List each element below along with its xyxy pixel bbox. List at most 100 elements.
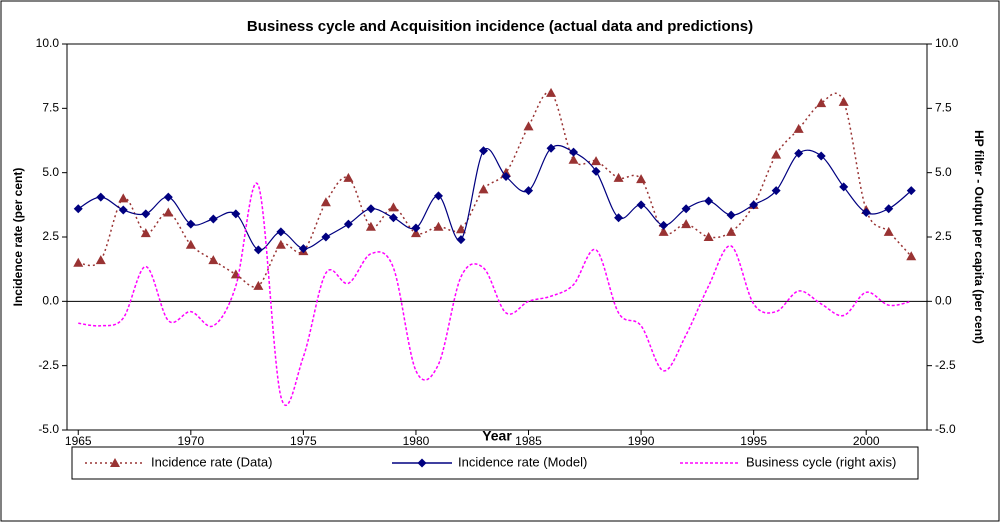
- point: [456, 235, 466, 245]
- point: [140, 228, 151, 238]
- y-tick-label: 7.5: [42, 101, 59, 115]
- y2-axis-label: HP filter - Output per capita (per cent): [972, 130, 986, 344]
- point: [118, 193, 129, 203]
- x-tick-label: 2000: [853, 434, 880, 448]
- point: [388, 213, 398, 223]
- point: [186, 219, 196, 229]
- point: [884, 204, 894, 214]
- point: [96, 192, 106, 202]
- point: [816, 98, 827, 108]
- x-tick-label: 1985: [515, 434, 542, 448]
- point: [275, 239, 286, 249]
- point: [276, 227, 286, 237]
- point: [839, 182, 849, 192]
- point: [546, 143, 556, 153]
- point: [906, 186, 916, 196]
- point: [659, 220, 669, 230]
- point: [320, 197, 331, 207]
- y-tick-label: -5.0: [38, 422, 59, 436]
- point: [749, 200, 759, 210]
- point: [771, 149, 782, 159]
- y-tick-label: -2.5: [38, 358, 59, 372]
- y2-tick-label: 0.0: [935, 294, 952, 308]
- point: [208, 214, 218, 224]
- point: [794, 148, 804, 158]
- point: [906, 251, 917, 261]
- point: [501, 172, 511, 182]
- point: [321, 232, 331, 242]
- x-axis-label: Year: [482, 428, 512, 444]
- y2-tick-label: -5.0: [935, 422, 956, 436]
- legend-marker: [110, 458, 120, 467]
- point: [838, 96, 849, 106]
- y-axis-label: Incidence rate (per cent): [11, 168, 25, 307]
- point: [410, 228, 421, 238]
- point: [816, 151, 826, 161]
- point: [185, 239, 196, 249]
- y2-tick-label: 2.5: [935, 229, 952, 243]
- legend-label: Business cycle (right axis): [746, 454, 896, 469]
- point: [478, 146, 488, 156]
- point: [411, 223, 421, 233]
- point: [433, 191, 443, 201]
- point: [478, 184, 489, 194]
- point: [591, 156, 602, 166]
- x-tick-label: 1990: [628, 434, 655, 448]
- point: [681, 219, 692, 229]
- point: [568, 154, 579, 164]
- y2-tick-label: 7.5: [935, 101, 952, 115]
- point: [636, 200, 646, 210]
- point: [366, 204, 376, 214]
- point: [726, 226, 737, 236]
- point: [163, 192, 173, 202]
- x-tick-label: 1980: [403, 434, 430, 448]
- point: [208, 255, 219, 265]
- point: [141, 209, 151, 219]
- chart-title: Business cycle and Acquisition incidence…: [247, 18, 753, 35]
- point: [613, 172, 624, 182]
- series-line: [78, 182, 912, 407]
- y-tick-label: 5.0: [42, 165, 59, 179]
- point: [388, 202, 399, 212]
- x-tick-label: 1965: [65, 434, 92, 448]
- legend-label: Incidence rate (Data): [151, 454, 272, 469]
- point: [298, 244, 308, 254]
- y-tick-label: 0.0: [42, 294, 59, 308]
- point: [591, 166, 601, 176]
- y2-tick-label: 10.0: [935, 36, 959, 50]
- point: [231, 209, 241, 219]
- point: [524, 186, 534, 196]
- y-tick-label: 2.5: [42, 229, 59, 243]
- point: [569, 147, 579, 157]
- point: [636, 174, 647, 184]
- x-tick-label: 1975: [290, 434, 317, 448]
- point: [343, 172, 354, 182]
- point: [523, 121, 534, 131]
- legend-marker: [417, 458, 427, 468]
- point: [771, 186, 781, 196]
- y-tick-label: 10.0: [36, 36, 60, 50]
- point: [253, 245, 263, 255]
- point: [703, 232, 714, 241]
- x-tick-label: 1970: [177, 434, 204, 448]
- y2-tick-label: -2.5: [935, 358, 956, 372]
- point: [658, 226, 669, 236]
- x-tick-label: 1995: [740, 434, 767, 448]
- point: [681, 204, 691, 214]
- point: [861, 208, 871, 218]
- y2-tick-label: 5.0: [935, 165, 952, 179]
- point: [793, 123, 804, 133]
- point: [73, 257, 84, 267]
- point: [95, 255, 106, 265]
- point: [614, 213, 624, 223]
- legend: [71, 446, 919, 480]
- point: [365, 221, 376, 231]
- point: [546, 87, 557, 97]
- point: [433, 221, 444, 231]
- point: [343, 219, 353, 229]
- point: [726, 210, 736, 220]
- legend-label: Incidence rate (Model): [458, 454, 587, 469]
- point: [163, 207, 174, 217]
